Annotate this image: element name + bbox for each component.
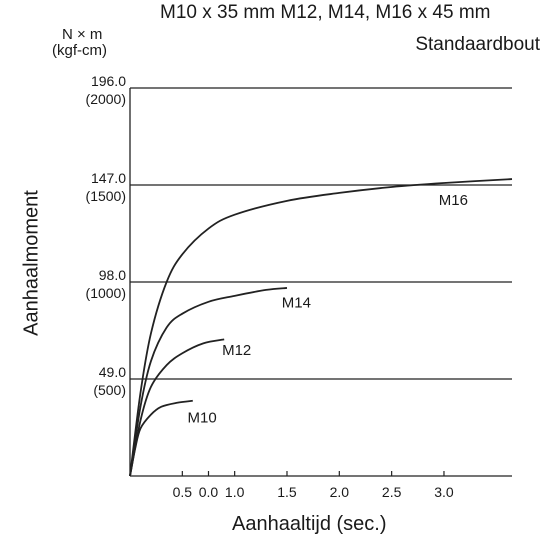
series-line-m10 — [129, 399, 193, 477]
series-line-m16 — [129, 178, 513, 477]
y-unit-sublabel: (kgf-cm) — [52, 42, 107, 59]
y-tick-label-3: 49.0 — [99, 364, 126, 380]
x-tick-labels: 0.5 0.0 1.0 1.5 2.0 2.5 3.0 — [173, 484, 454, 500]
x-axis-label: Aanhaaltijd (sec.) — [232, 513, 387, 535]
series-lines — [129, 178, 513, 477]
series-label-m16: M16 — [439, 192, 468, 209]
series-labels: M16 M14 M12 M10 — [188, 192, 468, 427]
series-label-m10: M10 — [188, 410, 217, 427]
y-tick-labels: 196.0 (2000) 147.0 (1500) 98.0 (1000) 49.0 (500… — [86, 73, 127, 398]
grid-lines — [130, 184, 512, 380]
x-tick-label-1: 0.0 — [199, 484, 219, 500]
x-tick-label-2: 1.0 — [225, 484, 245, 500]
x-tick-label-3: 1.5 — [277, 484, 297, 500]
x-tick-label-0: 0.5 — [173, 484, 193, 500]
y-tick-sublabel-0: (2000) — [86, 91, 126, 107]
y-tick-sublabel-3: (500) — [93, 382, 126, 398]
x-tick-label-4: 2.0 — [330, 484, 350, 500]
y-tick-label-2: 98.0 — [99, 267, 126, 283]
axes — [129, 87, 512, 477]
series-label-m14: M14 — [282, 295, 311, 312]
x-tick-label-5: 2.5 — [382, 484, 402, 500]
y-tick-sublabel-1: (1500) — [86, 188, 126, 204]
series-line-m12 — [129, 338, 225, 477]
chart-subtitle-2: Standaardbout — [415, 34, 540, 55]
y-tick-label-0: 196.0 — [91, 73, 126, 89]
series-line-m14 — [129, 287, 288, 477]
y-tick-label-1: 147.0 — [91, 170, 126, 186]
y-unit-label: N × m — [62, 26, 103, 43]
x-tick-label-6: 3.0 — [434, 484, 454, 500]
chart-subtitle: M10 x 35 mm M12, M14, M16 x 45 mm — [160, 2, 491, 23]
y-tick-sublabel-2: (1000) — [86, 285, 126, 301]
series-label-m12: M12 — [222, 342, 251, 359]
